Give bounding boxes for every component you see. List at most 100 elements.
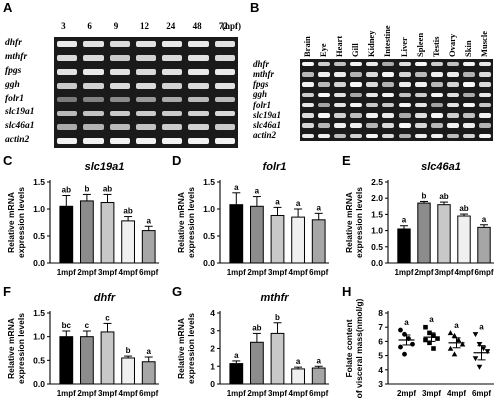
- gel-a-lane-label: 12: [140, 21, 149, 31]
- gel-band: [350, 133, 363, 139]
- bar: [141, 361, 156, 385]
- y-tick-label: 0.5: [33, 355, 45, 365]
- gel-band: [302, 102, 315, 108]
- gel-band: [214, 96, 235, 103]
- gel-band: [446, 82, 459, 87]
- chart-title: dhfr: [94, 292, 116, 304]
- gel-band: [430, 133, 443, 139]
- gel-a-unit-label: (hpf): [222, 21, 242, 31]
- y-tick-label: 4: [210, 308, 215, 318]
- bar: [250, 341, 264, 385]
- y-axis-label: Relative mRNAexpression levels: [176, 313, 196, 384]
- y-axis-label-line: Folate content: [344, 319, 354, 377]
- gel-band: [462, 113, 475, 118]
- gel-band: [334, 92, 347, 98]
- gel-b-tissue-label: Skin: [462, 40, 473, 57]
- gel-a-lane-label: 9: [113, 21, 119, 31]
- gel-band: [350, 123, 363, 128]
- bar: [311, 367, 326, 385]
- gel-band: [478, 123, 491, 128]
- x-tick-label: 4mpf: [119, 268, 138, 277]
- gel-b-tissue-label: Brain: [302, 36, 313, 57]
- y-axis-label-line: expression levels: [186, 187, 196, 258]
- significance-letter: c: [85, 321, 90, 330]
- gel-a-lane-label: 24: [166, 21, 176, 31]
- bar: [59, 336, 74, 385]
- gel-band: [478, 113, 491, 118]
- gel-a-image: [54, 37, 238, 148]
- y-tick-label: 4: [378, 365, 383, 375]
- y-tick-label: 1.5: [33, 308, 45, 318]
- gel-band: [382, 82, 395, 87]
- gel-band: [414, 72, 427, 77]
- gel-b-gene-label: folr1: [253, 99, 271, 110]
- x-tick-label: 3mpf: [422, 389, 441, 398]
- gel-band: [382, 102, 395, 108]
- bar: [59, 205, 74, 264]
- gel-band: [162, 138, 183, 145]
- gel-b-tissue-label: Gill: [350, 43, 361, 57]
- data-point: [447, 330, 454, 336]
- y-tick-label: 1: [210, 361, 215, 371]
- bar: [100, 331, 115, 385]
- y-axis-label-line: expression levels: [16, 313, 26, 384]
- gel-a-lane-label: 72: [218, 21, 228, 31]
- gel-band: [57, 55, 78, 61]
- gel-band: [382, 61, 395, 67]
- gel-a-lane-label: 3: [61, 21, 66, 31]
- y-tick-label: 3: [378, 379, 383, 389]
- bar: [457, 215, 471, 264]
- y-axis-label-line: Relative mRNA: [6, 318, 16, 379]
- y-tick-label: 0: [210, 379, 215, 389]
- data-point: [455, 337, 462, 343]
- gel-band: [188, 138, 209, 145]
- chart-title: mthfr: [260, 292, 289, 304]
- y-tick-label: 0.0: [203, 258, 215, 268]
- x-tick-label: 2mpf: [247, 268, 266, 277]
- gel-band: [214, 138, 235, 145]
- bar: [229, 204, 244, 264]
- data-point: [480, 346, 487, 352]
- gel-band: [462, 92, 475, 98]
- x-tick-label: 3mpf: [98, 389, 117, 398]
- gel-b-tissue-label: Spleen: [414, 32, 425, 57]
- gel-band: [366, 123, 379, 128]
- y-tick-label: 0.5: [33, 231, 45, 241]
- gel-band: [334, 82, 347, 87]
- gel-band: [382, 123, 395, 128]
- gel-band: [135, 82, 157, 89]
- significance-letter: ab: [62, 186, 71, 195]
- gel-band: [109, 41, 130, 47]
- y-axis-label-line: Relative mRNA: [344, 192, 354, 253]
- significance-letter: a: [275, 197, 280, 206]
- gel-b-tissue-label: Testis: [430, 36, 441, 57]
- gel-band: [446, 102, 459, 108]
- gel-band: [478, 82, 491, 87]
- y-axis-label: Relative mRNAexpression levels: [344, 187, 364, 258]
- gel-band: [214, 55, 235, 61]
- y-tick-label: 8: [378, 308, 383, 318]
- significance-letter: a: [404, 318, 409, 327]
- bar: [100, 202, 115, 264]
- gel-band: [446, 72, 459, 77]
- gel-band: [214, 68, 235, 75]
- gel-b-image: [300, 59, 493, 141]
- gel-b-tissue-label: Ovary: [446, 33, 457, 57]
- gel-band: [302, 61, 315, 67]
- gel-band: [109, 96, 130, 103]
- gel-b-gene-label: fpgs: [253, 79, 269, 89]
- data-point: [398, 344, 403, 350]
- y-tick-label: 0.0: [33, 379, 45, 389]
- y-axis-label-line: expression levels: [16, 187, 26, 258]
- gel-band: [398, 92, 411, 98]
- gel-band: [478, 92, 491, 98]
- gel-band: [135, 68, 157, 75]
- gel-band: [162, 55, 183, 61]
- gel-a-gene-label: folr1: [5, 93, 24, 104]
- gel-band: [135, 124, 157, 131]
- y-tick-label: 1.5: [33, 177, 45, 187]
- gel-band: [350, 92, 363, 98]
- gel-band: [162, 124, 183, 131]
- significance-letter: ab: [123, 207, 132, 216]
- x-tick-label: 3mpf: [268, 268, 287, 277]
